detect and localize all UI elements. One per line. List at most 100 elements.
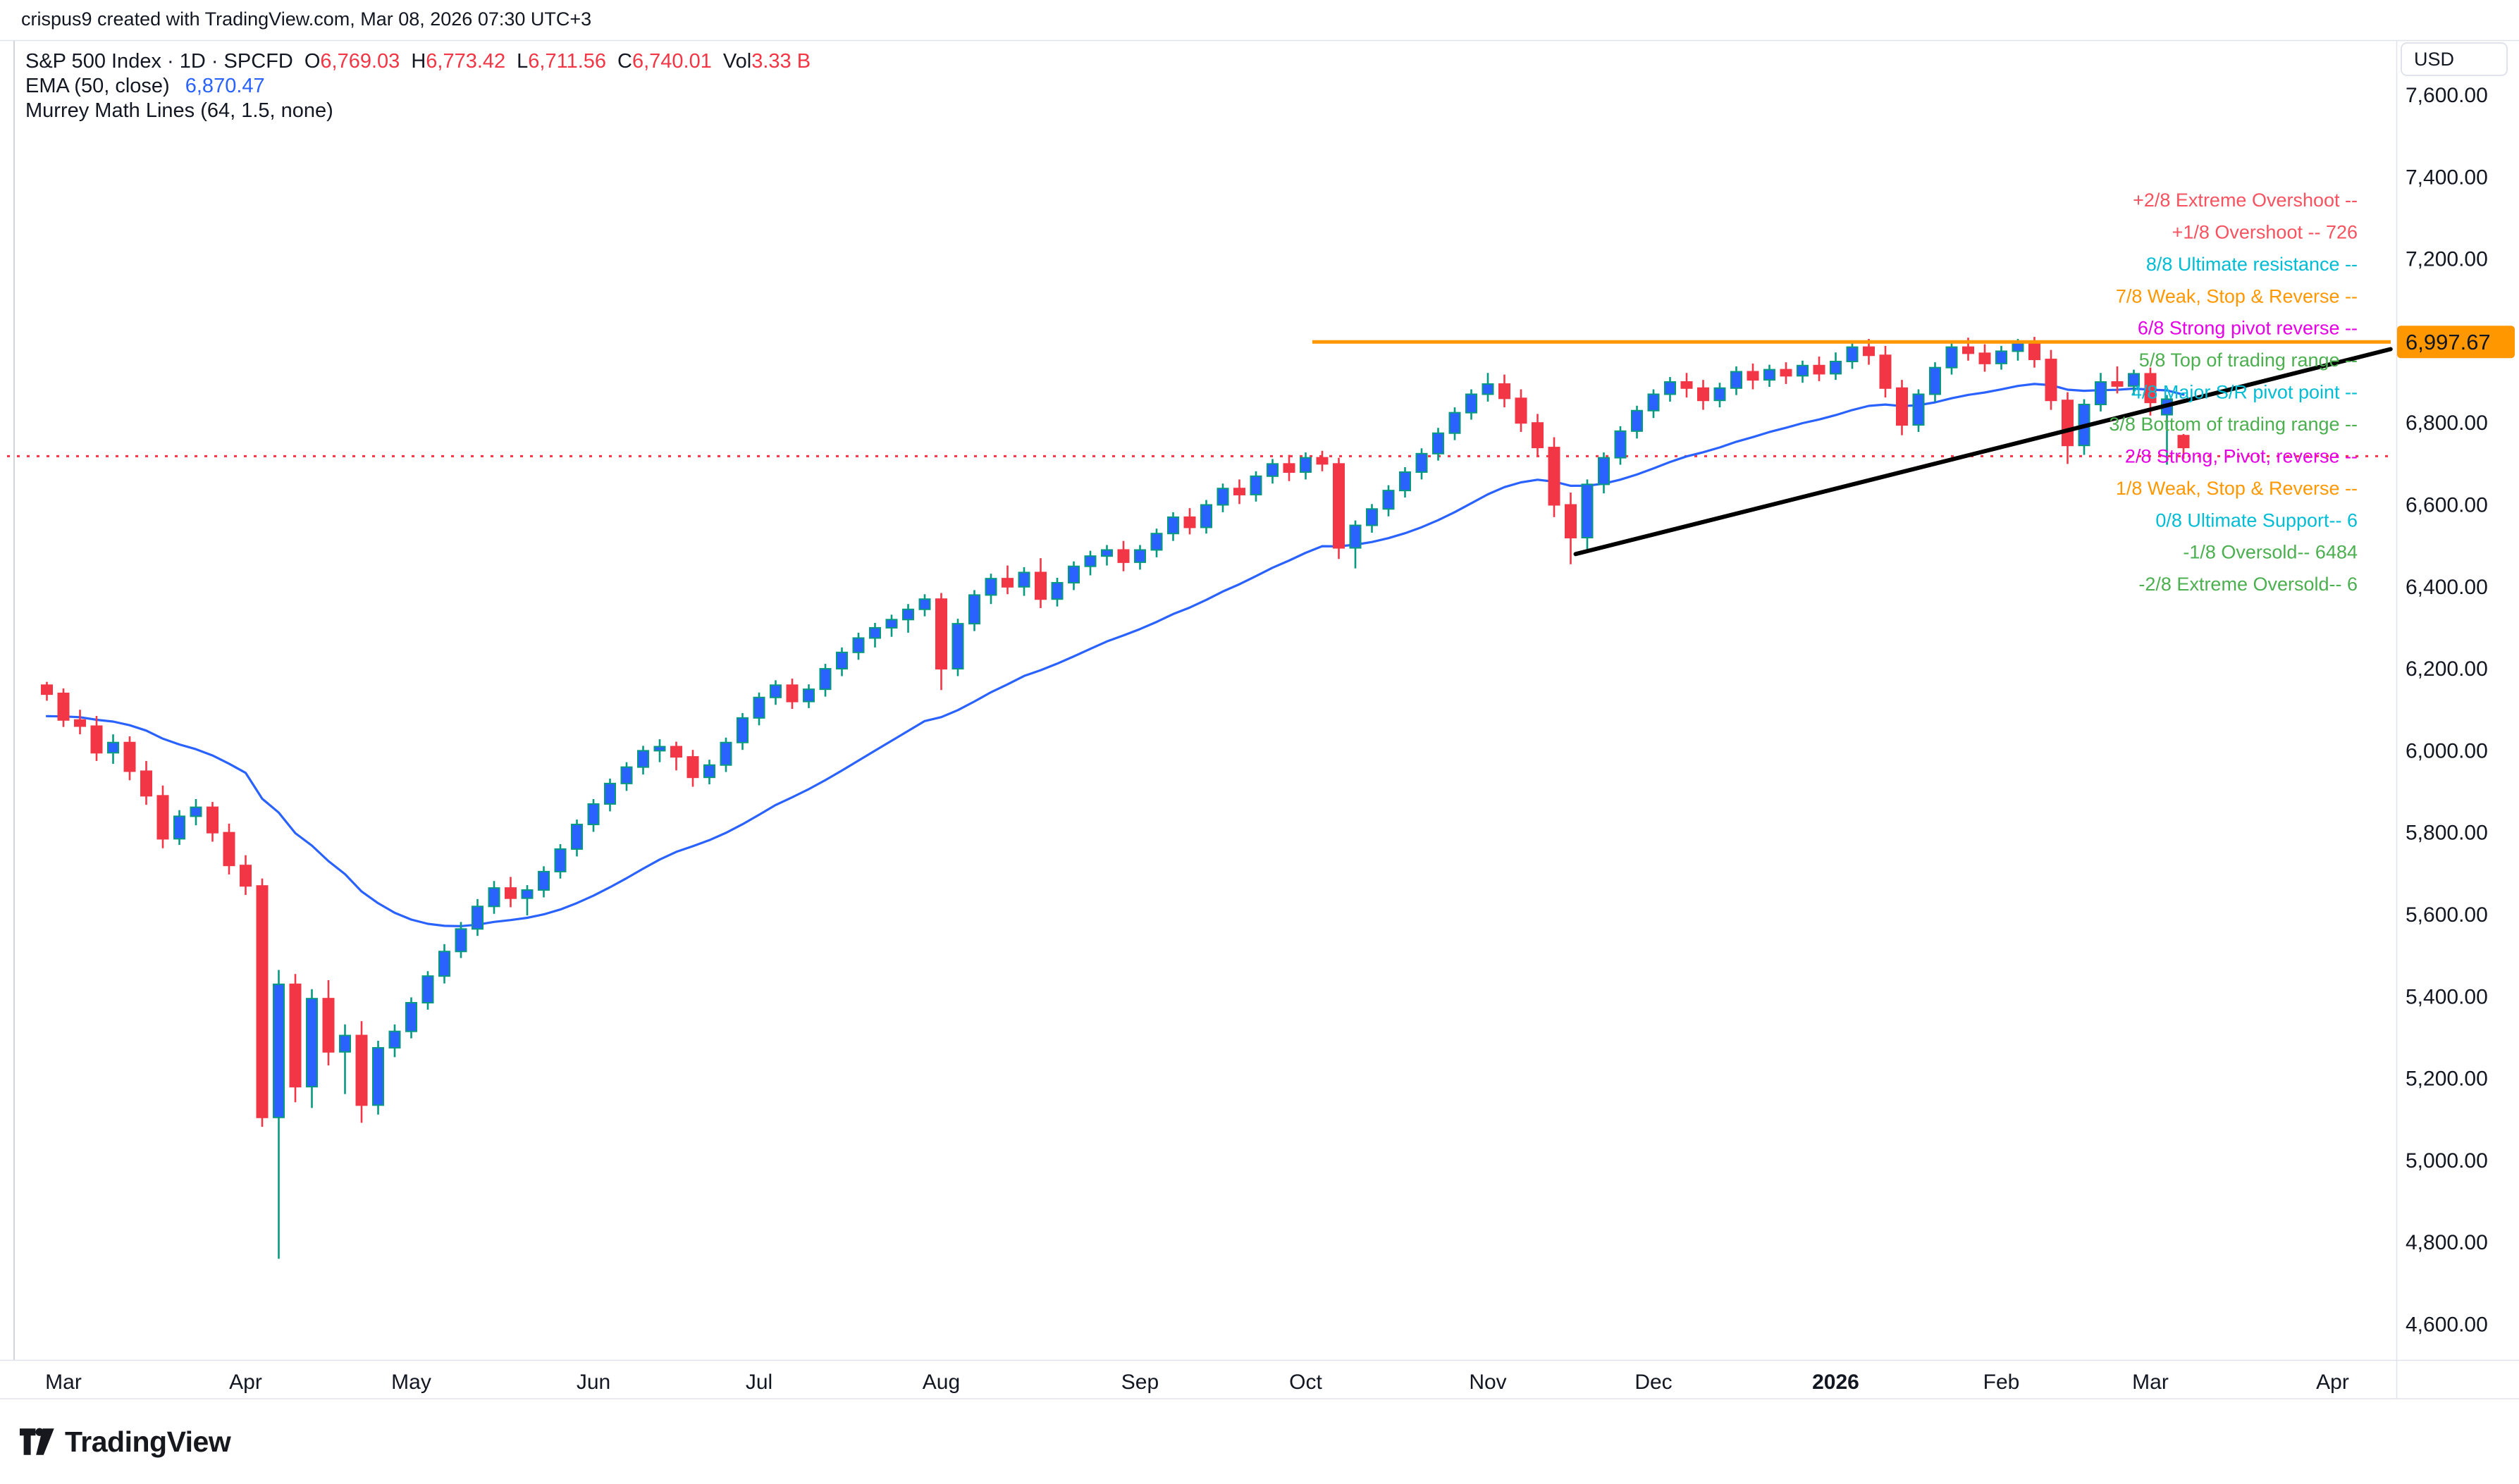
time-axis-month-label: Sep	[1121, 1371, 1159, 1394]
candle	[1532, 414, 1544, 457]
time-axis-month-label: Jun	[577, 1371, 610, 1394]
candle-body-up	[388, 1030, 401, 1049]
candle	[1498, 374, 1510, 408]
candle-body-down	[935, 598, 947, 670]
candle	[836, 647, 848, 676]
candle	[1846, 340, 1859, 369]
candle	[1730, 366, 1742, 395]
orange-price-label-text: 6,997.67	[2406, 330, 2491, 354]
ohlc-key: C	[617, 50, 632, 73]
time-axis-month-label: Feb	[1983, 1371, 2020, 1394]
candle-body-up	[1382, 490, 1395, 510]
candle-body-up	[703, 764, 715, 779]
candle	[1448, 407, 1461, 440]
candle	[869, 622, 881, 648]
candle-body-down	[207, 806, 218, 834]
candle	[1598, 452, 1610, 494]
currency-selector-button[interactable]: USD	[2401, 42, 2508, 76]
candle	[2111, 366, 2124, 394]
candle-body-down	[1879, 354, 1892, 389]
candle	[57, 688, 70, 727]
candle-body-down	[786, 684, 799, 703]
candle	[1415, 448, 1428, 480]
candle	[753, 692, 765, 726]
tradingview-logo[interactable]: TradingView	[20, 1425, 231, 1459]
candle-body-up	[1018, 571, 1030, 588]
murrey-level-label: 1/8 Weak, Stop & Reverse --	[2116, 478, 2358, 499]
murrey-level-label: 3/8 Bottom of trading range --	[2109, 414, 2358, 435]
candle	[2062, 392, 2074, 464]
candle-body-down	[2028, 342, 2040, 361]
legend-ema-row[interactable]: EMA (50, close) 6,870.47	[25, 74, 811, 98]
candle	[41, 681, 53, 701]
candle-body-down	[240, 865, 252, 887]
candle-body-up	[438, 951, 450, 977]
candle-body-down	[2177, 435, 2190, 449]
candle-body-up	[951, 623, 964, 670]
murrey-level-label: -1/8 Oversold-- 6484	[2183, 542, 2358, 563]
candle-body-down	[1565, 504, 1577, 538]
candle	[770, 680, 782, 705]
price-axis-tick: 6,600.00	[2406, 493, 2488, 517]
candle	[1432, 428, 1444, 461]
candle-body-up	[1482, 383, 1494, 395]
candle-body-down	[256, 885, 269, 1118]
candle-body-up	[107, 741, 119, 754]
attribution-text: crispus9 created with TradingView.com, M…	[21, 8, 592, 30]
price-axis-tick: 7,400.00	[2406, 166, 2488, 189]
candle	[207, 802, 218, 842]
candle-body-down	[2111, 381, 2124, 387]
ohlc-values: O6,769.03 H6,773.42 L6,711.56 C6,740.01 Vol3…	[293, 50, 811, 73]
candle-body-down	[1283, 463, 1295, 473]
candle	[1465, 389, 1477, 420]
time-axis-month-label: May	[391, 1371, 431, 1394]
candle	[1035, 558, 1047, 609]
candle	[1217, 483, 1229, 512]
ohlc-value: 6,769.03	[320, 50, 400, 73]
candle-body-up	[455, 928, 467, 953]
candle	[1183, 508, 1196, 535]
candle-body-down	[1747, 371, 1759, 381]
candle	[587, 798, 600, 832]
candle	[1896, 380, 1908, 435]
candle-body-up	[1068, 565, 1080, 583]
candle	[1382, 485, 1395, 517]
candle	[1697, 380, 1709, 410]
candle	[190, 798, 202, 826]
legend-murrey-row[interactable]: Murrey Math Lines (64, 1.5, none)	[25, 99, 811, 123]
candle-body-down	[1498, 383, 1510, 400]
candle	[737, 712, 749, 750]
ohlc-value: 6,711.56	[528, 50, 607, 73]
candle	[918, 594, 931, 617]
murrey-level-label: 5/8 Top of trading range --	[2139, 350, 2358, 371]
time-axis[interactable]: Mar Apr May Jun Jul Aug Sep Oct Nov Dec 2026 Feb Mar…	[45, 1371, 2349, 1394]
candle	[240, 855, 252, 896]
candle-body-down	[1532, 422, 1544, 449]
candle-body-up	[852, 637, 865, 653]
candle-body-down	[670, 746, 682, 758]
candle-body-up	[1730, 371, 1742, 389]
price-axis-tick: 6,800.00	[2406, 412, 2488, 435]
candle-body-up	[1465, 393, 1477, 414]
candle-body-up	[720, 741, 732, 766]
candle-body-down	[1117, 549, 1130, 563]
candle-body-up	[173, 815, 185, 840]
legend-symbol-row[interactable]: S&P 500 Index · 1D · SPCFD O6,769.03 H6,77…	[25, 49, 811, 73]
candle-body-up	[869, 626, 881, 639]
candle	[1267, 459, 1279, 484]
price-axis[interactable]: 7,600.00 7,400.00 7,200.00 6,800.00 6,600.00…	[2406, 84, 2488, 1336]
candle-body-down	[156, 795, 169, 840]
black-trendline-drawing[interactable]	[1573, 347, 2393, 557]
candle	[1051, 577, 1064, 607]
candle-body-down	[2062, 400, 2074, 447]
candle	[1349, 520, 1362, 569]
candle	[372, 1041, 384, 1115]
candle-body-up	[803, 688, 815, 703]
candle-body-up	[372, 1046, 384, 1106]
murrey-level-label: 6/8 Strong pivot reverse --	[2138, 318, 2358, 339]
candle-body-up	[1250, 475, 1262, 495]
candle	[438, 944, 450, 984]
candle-body-up	[1797, 364, 1809, 377]
ohlc-value: 6,773.42	[426, 50, 506, 73]
